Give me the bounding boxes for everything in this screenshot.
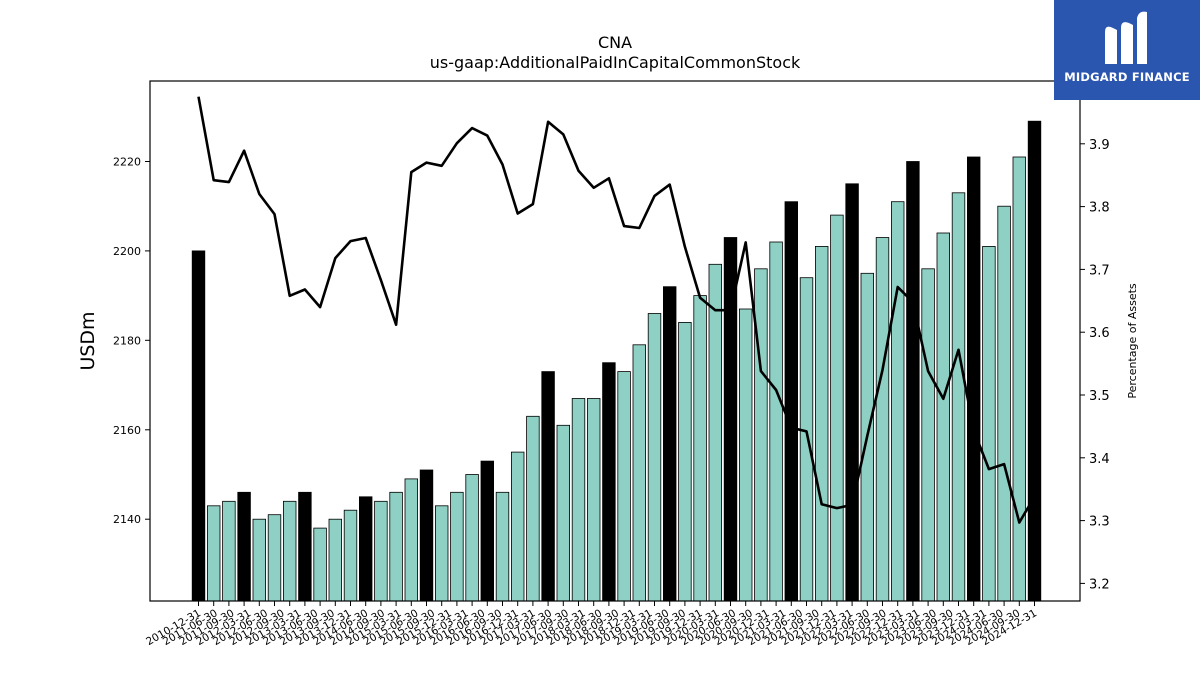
plot-frame <box>149 80 1081 602</box>
bar-2023-06-30 <box>951 192 966 602</box>
bar-2015-12-31 <box>495 491 510 602</box>
bar-2017-03-31 <box>571 398 586 602</box>
bar-2022-03-31 <box>875 237 890 602</box>
line-layer <box>197 96 1036 524</box>
bar-2024-03-31 <box>997 205 1011 602</box>
bar-2014-06-30 <box>404 478 419 602</box>
bar-2011-09-30 <box>237 491 251 602</box>
brand-name: MIDGARD FINANCE <box>1064 70 1190 84</box>
bar-2020-06-30 <box>769 241 783 602</box>
bar-2023-12-31 <box>982 245 996 602</box>
bar-2012-09-30 <box>298 491 312 602</box>
y2-tick-label: 3.3 <box>1089 515 1110 530</box>
bar-2011-12-31 <box>252 518 267 602</box>
y2-tick-label: 3.7 <box>1089 263 1110 278</box>
y2-tick-label: 3.5 <box>1089 389 1110 404</box>
bar-2013-03-31 <box>328 518 343 602</box>
bar-2015-06-30 <box>465 474 479 602</box>
bar-2012-06-30 <box>282 500 297 602</box>
bar-2018-06-30 <box>647 313 662 602</box>
bar-2021-09-30 <box>845 183 859 602</box>
bar-2013-09-30 <box>358 496 373 602</box>
bar-2011-03-31 <box>206 505 221 602</box>
bar-2010-12-31 <box>191 250 206 602</box>
bar-2019-06-30 <box>708 263 723 602</box>
bar-2011-06-30 <box>222 500 236 602</box>
bar-2020-12-31 <box>799 277 814 602</box>
y-tick-label: 2220 <box>113 156 141 169</box>
chart-subtitle: us-gaap:AdditionalPaidInCapitalCommonSto… <box>430 53 801 72</box>
bar-2013-06-30 <box>343 509 358 602</box>
bar-2018-03-31 <box>632 344 647 602</box>
bar-2014-03-31 <box>389 491 403 602</box>
y2-tick-label: 3.4 <box>1089 452 1110 467</box>
brand-logo: MIDGARD FINANCE <box>1054 0 1200 100</box>
bar-2014-09-30 <box>419 469 434 602</box>
y2-tick-label: 3.8 <box>1089 201 1110 216</box>
bar-2014-12-31 <box>434 505 449 602</box>
axes-layer: 2140 2160 2180 2200 2220 3.2 3.3 3.4 3.5 3.6 3.7 3.… <box>113 80 1110 648</box>
bar-2023-03-31 <box>936 232 951 602</box>
chart-title: CNA <box>598 33 632 52</box>
bar-2021-03-31 <box>815 245 829 602</box>
bar-2019-12-31 <box>739 308 753 602</box>
midgard-m-logo-icon <box>1105 11 1147 65</box>
y-tick-label: 2200 <box>113 245 141 258</box>
bar-2015-09-30 <box>480 460 495 602</box>
bar-2017-12-31 <box>617 371 631 602</box>
bar-2022-09-30 <box>906 161 920 602</box>
bar-2012-12-31 <box>313 527 327 602</box>
bar-2019-03-31 <box>693 295 707 602</box>
bar-2018-09-30 <box>663 286 677 602</box>
bar-2013-12-31 <box>374 500 388 602</box>
y-tick-label: 2180 <box>113 334 141 347</box>
pct-assets-line <box>197 96 1036 524</box>
bar-2021-06-30 <box>830 214 844 602</box>
bar-2017-06-30 <box>587 398 601 602</box>
bar-2024-06-30 <box>1012 156 1027 602</box>
bars-layer <box>191 120 1042 602</box>
y2-tick-label: 3.9 <box>1089 138 1110 153</box>
bar-2016-09-30 <box>541 371 555 602</box>
bar-2017-09-30 <box>602 362 616 602</box>
bar-2023-09-30 <box>967 156 981 602</box>
bar-2018-12-31 <box>678 321 692 602</box>
y-tick-label: 2140 <box>113 513 141 526</box>
bar-2016-03-31 <box>510 451 525 602</box>
y2-tick-label: 3.2 <box>1089 577 1110 592</box>
y2-tick-label: 3.6 <box>1089 326 1110 341</box>
bar-2016-06-30 <box>526 415 540 602</box>
bar-2015-03-31 <box>450 491 464 602</box>
bar-2024-12-31 <box>1027 120 1042 602</box>
bar-2012-03-31 <box>267 514 282 602</box>
y-axis-label: USDm <box>77 311 99 370</box>
bar-2022-06-30 <box>891 201 905 602</box>
bar-2020-03-31 <box>754 268 768 602</box>
y-tick-label: 2160 <box>113 424 141 437</box>
y2-axis-label: Percentage of Assets <box>1126 283 1139 399</box>
bar-2022-12-31 <box>921 268 935 602</box>
bar-2016-12-31 <box>556 424 571 602</box>
bar-2020-09-30 <box>784 201 799 602</box>
